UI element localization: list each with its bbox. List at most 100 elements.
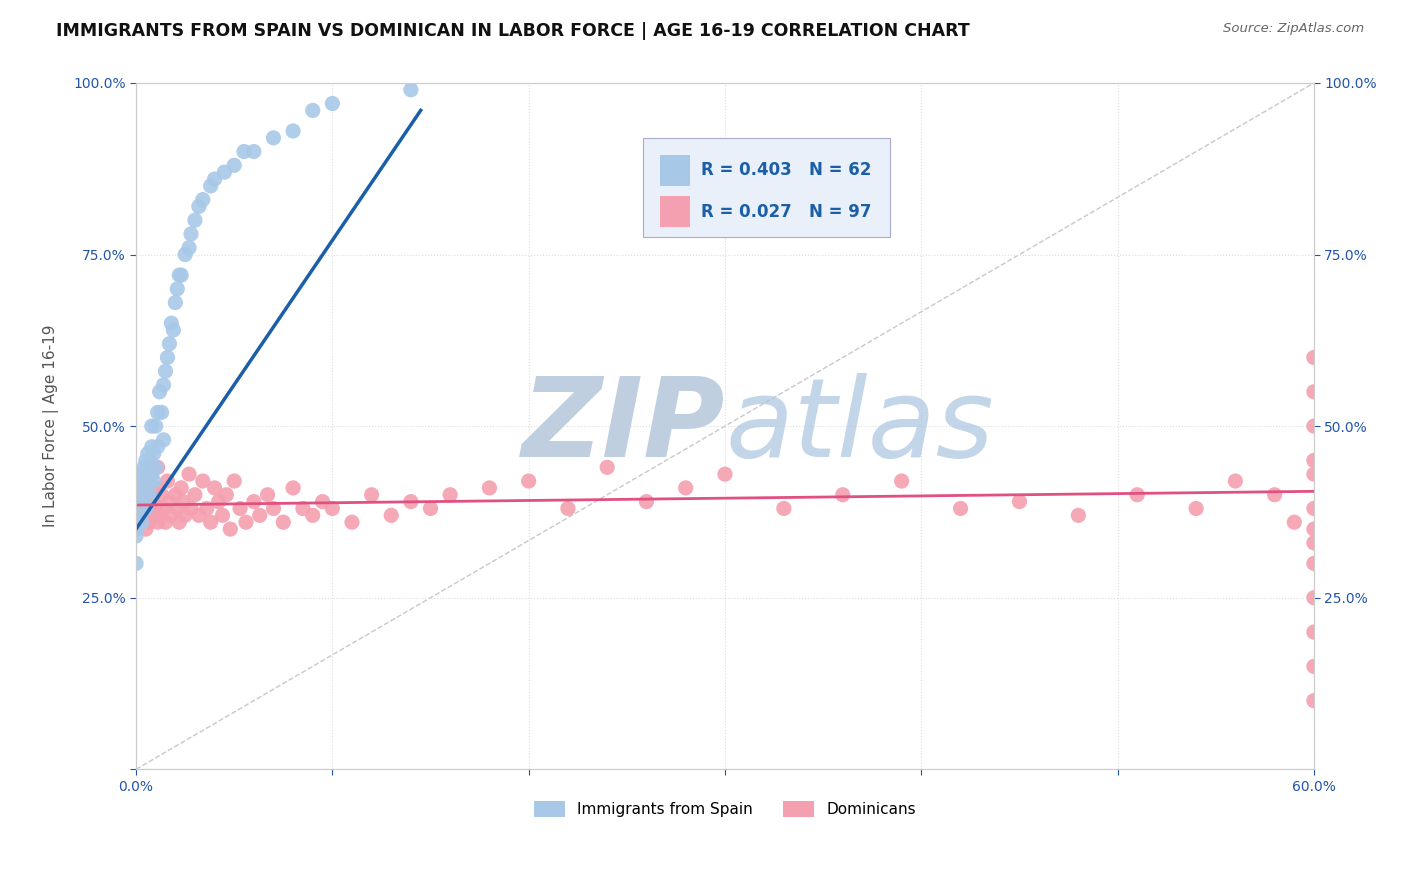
Point [195,501,218,516]
Point [184,213,207,227]
Point [139,488,162,502]
Point [1225,474,1247,488]
Point [125,557,148,571]
Point [132,460,155,475]
Point [517,474,540,488]
Point [301,103,323,118]
Point [166,282,188,296]
Point [142,474,165,488]
Point [131,467,153,482]
Point [1302,557,1324,571]
Point [714,467,737,482]
FancyBboxPatch shape [643,138,890,237]
Point [125,488,148,502]
Text: Source: ZipAtlas.com: Source: ZipAtlas.com [1223,22,1364,36]
Point [249,508,271,523]
Point [156,351,179,365]
Point [1185,501,1208,516]
Point [636,494,658,508]
Point [139,467,162,482]
Point [1302,591,1324,605]
Point [180,501,202,516]
Point [184,488,207,502]
Point [125,529,148,543]
Point [141,508,163,523]
Point [224,158,246,172]
Point [200,515,222,529]
Point [219,522,242,536]
Point [174,247,197,261]
Point [1302,453,1324,467]
Point [281,481,304,495]
Point [125,522,148,536]
Point [129,474,152,488]
Point [271,515,294,529]
Point [187,199,209,213]
Point [155,515,177,529]
Point [291,501,314,516]
Point [160,316,183,330]
Point [141,467,163,482]
Point [191,193,214,207]
Point [233,145,256,159]
Point [214,165,236,179]
Point [1067,508,1090,523]
Point [262,501,284,516]
Point [301,508,323,523]
Point [439,488,461,502]
Point [131,494,153,508]
Point [1302,419,1324,434]
Point [145,501,167,516]
Point [142,446,165,460]
Point [125,474,148,488]
Point [167,515,190,529]
Bar [661,196,689,227]
Point [156,474,179,488]
Point [204,481,226,495]
Point [125,501,148,516]
Point [478,481,501,495]
Point [321,501,343,516]
Point [141,419,163,434]
Point [180,227,202,241]
Point [191,474,214,488]
Legend: Immigrants from Spain, Dominicans: Immigrants from Spain, Dominicans [529,796,922,823]
Point [149,384,172,399]
Point [321,96,343,111]
Point [1302,625,1324,640]
Point [1284,515,1306,529]
Point [155,364,177,378]
Point [204,172,226,186]
Point [235,515,257,529]
Point [136,460,159,475]
Point [281,124,304,138]
Point [1302,659,1324,673]
Point [132,501,155,516]
Point [146,515,169,529]
Point [187,508,209,523]
Point [215,488,238,502]
Point [177,241,200,255]
Point [152,378,174,392]
Point [152,501,174,516]
Point [557,501,579,516]
Point [1126,488,1149,502]
Point [177,467,200,482]
Point [127,515,149,529]
Point [135,522,157,536]
Point [1302,351,1324,365]
Point [170,268,193,282]
Point [172,494,194,508]
Point [949,501,972,516]
Point [167,268,190,282]
Point [360,488,382,502]
Point [132,481,155,495]
Point [142,494,165,508]
Point [131,488,153,502]
Point [256,488,278,502]
Point [125,508,148,523]
Y-axis label: In Labor Force | Age 16-19: In Labor Force | Age 16-19 [44,325,59,527]
Text: ZIP: ZIP [522,373,725,480]
Point [125,467,148,482]
Point [262,131,284,145]
